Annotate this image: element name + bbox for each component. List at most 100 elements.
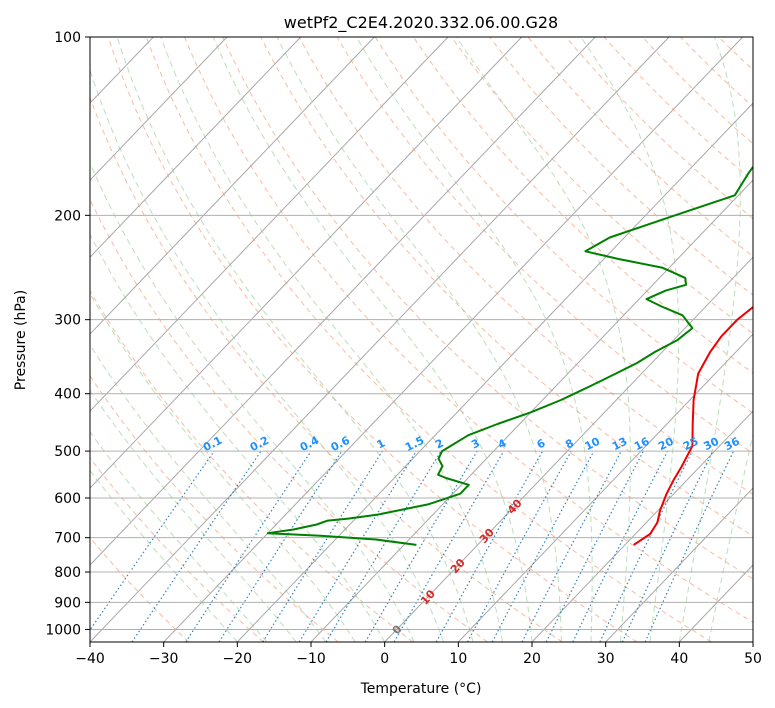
mixing-ratio-label: 20 — [656, 435, 676, 454]
isotherm — [752, 641, 753, 642]
mixing-ratio-line — [218, 450, 343, 642]
isotherm — [236, 102, 753, 642]
y-tick-label: 200 — [54, 208, 81, 224]
dry-adiabat — [145, 37, 712, 642]
isotherm — [163, 37, 744, 642]
mixing-ratio-label: 16 — [632, 435, 652, 454]
y-tick-label: 600 — [54, 491, 81, 507]
isotherm — [90, 37, 375, 335]
isotherm — [0, 37, 6, 642]
dry-adiabat — [90, 456, 264, 642]
y-axis-label: Pressure (hPa) — [13, 290, 29, 390]
isotherm — [531, 410, 753, 642]
y-tick-label: 500 — [54, 444, 81, 460]
mixing-ratio-line — [491, 450, 595, 642]
dry-adiabat — [90, 198, 488, 642]
mixing-ratio-label: 30 — [701, 435, 721, 454]
moist-adiabat — [276, 37, 562, 642]
mixing-ratio-line — [325, 450, 442, 642]
y-tick-label: 1000 — [45, 622, 81, 638]
mixing-ratio-label: 10 — [583, 435, 603, 454]
x-tick-label: −30 — [149, 651, 179, 667]
mixing-ratio-line — [185, 450, 312, 642]
dry-adiabat — [642, 37, 753, 145]
line-labels: 0.1 0.2 0.4 0.6 1 1.5 2 3 4 6 8 10 13 16 20 25 30 3601020… — [201, 434, 742, 637]
axes: −40 −30 −20 −10 0 10 20 30 40 50 1000 900 800 700 600 5… — [45, 30, 762, 667]
isotherm — [90, 37, 449, 412]
profile-series — [266, 165, 753, 546]
mixing-ratio-label: 25 — [681, 435, 701, 454]
isotherm — [90, 37, 670, 642]
moist-adiabat — [212, 37, 533, 642]
isotherm — [384, 256, 753, 642]
dry-adiabat — [565, 37, 753, 220]
moist-adiabat — [90, 469, 238, 642]
y-tick-label: 800 — [54, 565, 81, 581]
mixing-ratio-line — [90, 450, 215, 632]
moist-adiabat — [455, 37, 631, 642]
isotherm — [457, 333, 753, 642]
moist-adiabat — [90, 343, 327, 642]
moist-adiabat — [678, 37, 741, 642]
x-tick-label: 0 — [380, 651, 389, 667]
x-tick-label: 10 — [449, 651, 467, 667]
temperature-profile-line — [633, 305, 753, 546]
moist-adiabat — [90, 68, 445, 642]
isotherm — [90, 37, 302, 258]
dry-adiabat — [412, 37, 753, 374]
mixing-ratio-line — [545, 450, 644, 642]
mixing-ratio-line — [131, 450, 262, 642]
y-tick-label: 100 — [54, 30, 81, 46]
x-tick-label: 40 — [670, 651, 688, 667]
dry-adiabat — [298, 37, 753, 496]
y-tick-label: 900 — [54, 595, 81, 611]
y-tick-label: 700 — [54, 531, 81, 547]
moist-adiabat — [580, 37, 680, 642]
dry-adiabat — [489, 37, 753, 296]
moist-adiabat — [116, 37, 474, 642]
dewpoint-profile-line — [266, 165, 753, 546]
dry-adiabat — [451, 37, 753, 335]
dry-adiabat — [757, 37, 775, 642]
moist-adiabat — [356, 37, 593, 642]
isotherm — [310, 179, 753, 642]
chart-title: wetPf2_C2E4.2020.332.06.00.G28 — [284, 13, 558, 33]
dry-adiabat — [603, 37, 753, 182]
mixing-ratio-line — [644, 450, 735, 642]
moist-adiabat — [90, 233, 386, 642]
isotherm — [90, 37, 596, 566]
isotherm — [0, 37, 80, 642]
mixing-ratio-label: 13 — [610, 435, 630, 454]
x-tick-label: −10 — [296, 651, 326, 667]
mixing-ratio-line — [572, 450, 669, 642]
x-tick-label: −40 — [75, 651, 105, 667]
moist-adiabat — [90, 389, 297, 642]
dry-adiabat — [260, 37, 753, 537]
moist-adiabat — [90, 292, 356, 642]
isotherm — [605, 487, 753, 642]
mixing-ratio-label: 6 — [535, 436, 548, 451]
dry-adiabat — [527, 37, 753, 258]
isotherm — [90, 37, 228, 181]
x-tick-label: 30 — [597, 651, 615, 667]
mixing-ratio-line — [466, 450, 572, 642]
mixing-ratio-line — [298, 450, 417, 642]
y-tick-label: 400 — [54, 387, 81, 403]
y-tick-label: 300 — [54, 313, 81, 329]
dry-adiabat — [184, 37, 753, 623]
dry-adiabat — [336, 37, 753, 454]
mixing-ratio-line — [364, 450, 478, 642]
dry-adiabat — [90, 289, 414, 642]
mixing-ratio-line — [621, 450, 714, 642]
dry-adiabat — [222, 37, 753, 580]
mixing-ratio-label: 4 — [496, 436, 509, 451]
dry-adiabat — [107, 37, 638, 642]
dry-adiabat — [90, 96, 563, 642]
moist-adiabat — [708, 431, 753, 642]
moist-adiabat — [160, 37, 503, 642]
isotherm — [90, 37, 523, 489]
x-tick-label: −20 — [223, 651, 253, 667]
moist-adiabat — [90, 430, 268, 642]
plot-frame — [89, 36, 754, 643]
